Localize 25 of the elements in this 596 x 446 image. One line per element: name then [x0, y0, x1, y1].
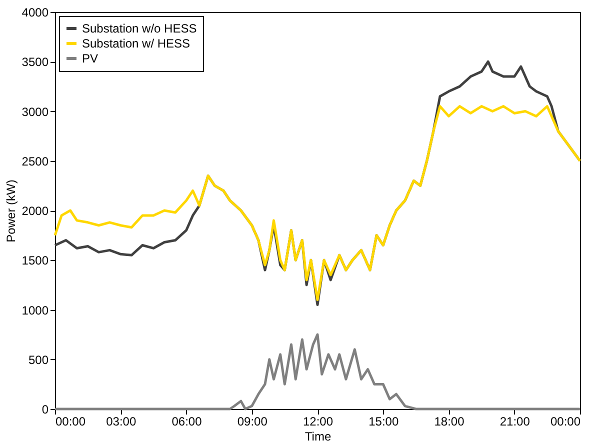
y-tick-label: 1000: [22, 303, 49, 318]
y-tick-label: 0: [42, 402, 49, 416]
y-tick-label: 3500: [22, 55, 49, 70]
x-tick-label: 06:00: [172, 414, 202, 428]
y-axis-title: Power (kW): [4, 180, 18, 242]
x-tick-label: 00:00: [550, 414, 581, 428]
legend-label: PV: [82, 52, 98, 66]
x-tick-label: 00:00: [56, 414, 86, 428]
y-tick-label: 4000: [22, 6, 49, 20]
y-tick-label: 1500: [22, 254, 49, 268]
y-tick-label: 3000: [22, 104, 49, 119]
x-axis-title: Time: [304, 430, 332, 444]
x-tick-label: 03:00: [106, 414, 136, 428]
line-series: [54, 105, 582, 302]
x-tick-label: 15:00: [368, 414, 399, 428]
legend-label: Substation w/ HESS: [82, 36, 190, 50]
y-tick-label: 500: [28, 352, 49, 367]
line-series: [54, 333, 582, 410]
y-tick-label: 2000: [22, 204, 49, 218]
x-tick-label: 18:00: [434, 414, 465, 428]
x-tick-label: 21:00: [500, 414, 530, 428]
y-tick-label: 2500: [22, 154, 49, 168]
x-tick-label: 09:00: [237, 414, 268, 428]
legend-label: Substation w/o HESS: [82, 22, 197, 36]
x-tick-label: 12:00: [302, 414, 334, 428]
